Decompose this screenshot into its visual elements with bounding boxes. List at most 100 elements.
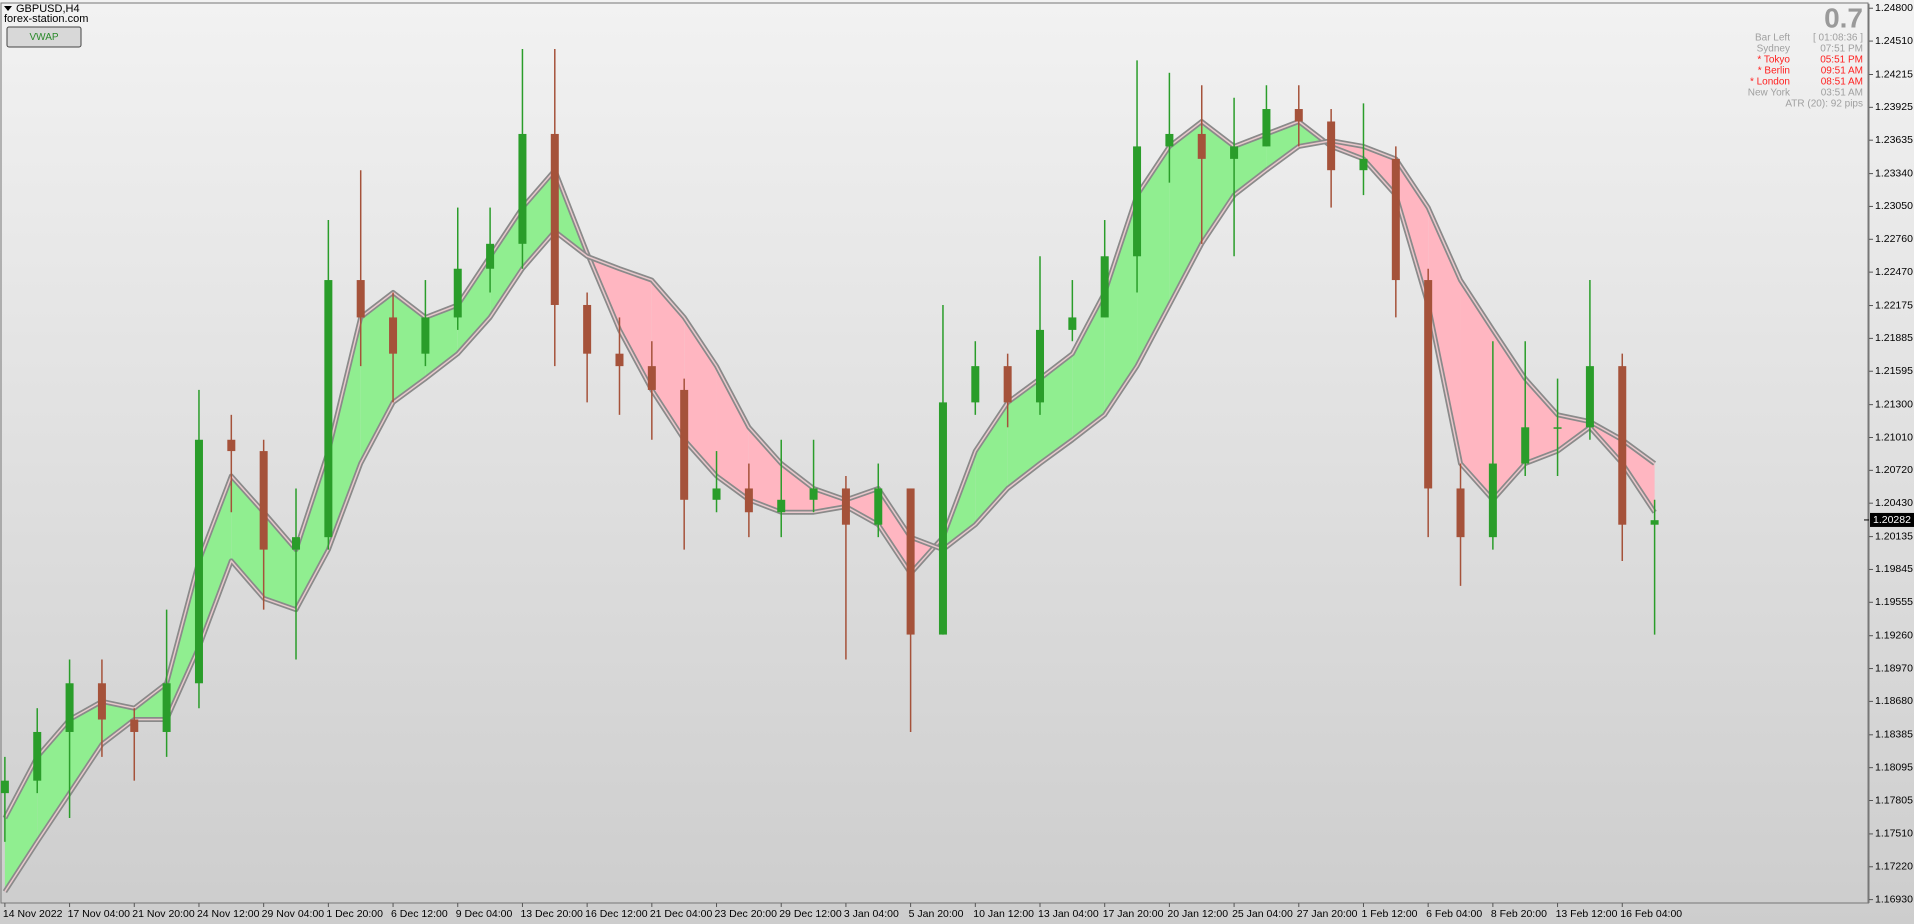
x-tick-label: 16 Feb 04:00 (1620, 908, 1682, 920)
band-fill (878, 488, 911, 574)
candle-body (841, 488, 850, 525)
band-fill (1428, 207, 1461, 464)
band-fill (781, 463, 814, 513)
band-fill (522, 170, 555, 269)
candle-body (486, 243, 495, 269)
y-tick-label: 1.21300 (1875, 398, 1913, 410)
band-fill (1104, 195, 1138, 415)
candle-body (453, 268, 462, 318)
spread-value: 0.7 (1824, 2, 1863, 33)
panel-row-label: * Tokyo (1757, 55, 1790, 66)
candle-body (97, 683, 106, 720)
x-tick-label: 20 Jan 12:00 (1167, 908, 1228, 920)
y-tick-label: 1.23925 (1875, 101, 1913, 113)
candle-body (971, 366, 980, 403)
band-fill (328, 317, 361, 550)
last-price-box (1870, 512, 1914, 527)
y-tick-label: 1.17805 (1875, 794, 1913, 806)
candle-body (1230, 146, 1239, 159)
candle-body (615, 353, 624, 367)
x-tick-label: 13 Feb 12:00 (1556, 908, 1618, 920)
band-fill (490, 207, 523, 318)
candle-body (1359, 158, 1368, 171)
y-tick-label: 1.16930 (1875, 893, 1913, 905)
band-fill (360, 292, 394, 464)
candle-body (162, 683, 171, 732)
x-tick-label: 6 Feb 04:00 (1426, 908, 1482, 920)
band-fill (1040, 353, 1073, 464)
candle-body (647, 366, 656, 390)
candle-body (1391, 158, 1400, 281)
candle-body (1521, 427, 1530, 464)
candle-body (1262, 109, 1271, 147)
candle-body (1456, 488, 1465, 538)
candle-body (906, 488, 915, 635)
y-tick-label: 1.24510 (1875, 35, 1913, 47)
x-tick-label: 24 Nov 12:00 (197, 908, 260, 920)
candle-body (1618, 366, 1627, 525)
x-tick-label: 14 Nov 2022 (3, 908, 63, 920)
candle-body (1133, 146, 1142, 257)
band-fill (198, 476, 232, 648)
vwap-button[interactable]: VWAP (6, 26, 82, 48)
y-tick-label: 1.23635 (1875, 134, 1913, 146)
band-fill (1201, 121, 1235, 244)
y-tick-label: 1.21010 (1875, 431, 1913, 443)
y-tick-label: 1.19260 (1875, 629, 1913, 641)
candle-body (1585, 366, 1594, 428)
panel-row-label: Sydney (1757, 44, 1790, 55)
panel-row-time: 05:51 PM (1820, 55, 1863, 66)
candle-body (1197, 133, 1206, 159)
candle-body (356, 280, 365, 318)
y-tick-label: 1.21595 (1875, 365, 1913, 377)
x-tick-label: 1 Dec 20:00 (326, 908, 383, 920)
candle-body (1036, 329, 1045, 403)
candle-body (1100, 256, 1109, 318)
atr-text: ATR (20): 92 pips (1785, 99, 1863, 110)
x-tick-label: 6 Dec 12:00 (391, 908, 448, 920)
y-tick-label: 1.20720 (1875, 464, 1913, 476)
candle-body (874, 488, 883, 525)
y-tick-label: 1.22175 (1875, 299, 1913, 311)
band-fill (1007, 378, 1041, 489)
panel-row-label: New York (1748, 88, 1791, 99)
panel-row-time: 03:51 AM (1821, 88, 1863, 99)
x-tick-label: 23 Dec 20:00 (715, 908, 778, 920)
band-fill (1492, 329, 1526, 500)
x-tick-label: 13 Jan 04:00 (1038, 908, 1099, 920)
candle-body (1294, 109, 1303, 122)
button-frame[interactable] (6, 26, 82, 48)
last-price-label: 1.20282 (1873, 514, 1911, 526)
band-fill (4, 756, 38, 892)
y-tick-label: 1.23340 (1875, 167, 1913, 179)
x-tick-label: 25 Jan 04:00 (1232, 908, 1293, 920)
y-tick-label: 1.19845 (1875, 563, 1913, 575)
band-layer (2, 119, 1657, 894)
panel-row-time: 07:51 PM (1820, 44, 1863, 55)
candle-body (259, 451, 268, 550)
candle-body (777, 499, 786, 513)
candle-body (1003, 366, 1012, 403)
band-fill (393, 292, 426, 403)
y-tick-label: 1.23050 (1875, 200, 1913, 212)
x-tick-label: 8 Feb 20:00 (1491, 908, 1547, 920)
symbol-menu-arrow[interactable] (4, 6, 12, 11)
y-tick-label: 1.21885 (1875, 332, 1913, 344)
candle-body (938, 402, 947, 635)
y-tick-label: 1.18095 (1875, 761, 1913, 773)
y-tick-label: 1.17510 (1875, 828, 1913, 840)
band-fill (296, 451, 329, 610)
panel-row-label: * Berlin (1758, 66, 1790, 77)
candle-body (130, 719, 139, 732)
candle-body (744, 488, 753, 513)
candle-body (324, 280, 333, 538)
candle-body (550, 133, 559, 305)
y-tick-label: 1.22470 (1875, 266, 1913, 278)
band-line-fast (4, 120, 1656, 819)
x-tick-label: 21 Nov 20:00 (132, 908, 195, 920)
y-tick-label: 1.18680 (1875, 695, 1913, 707)
button-label[interactable]: VWAP (29, 32, 58, 43)
candle-body (33, 731, 42, 781)
